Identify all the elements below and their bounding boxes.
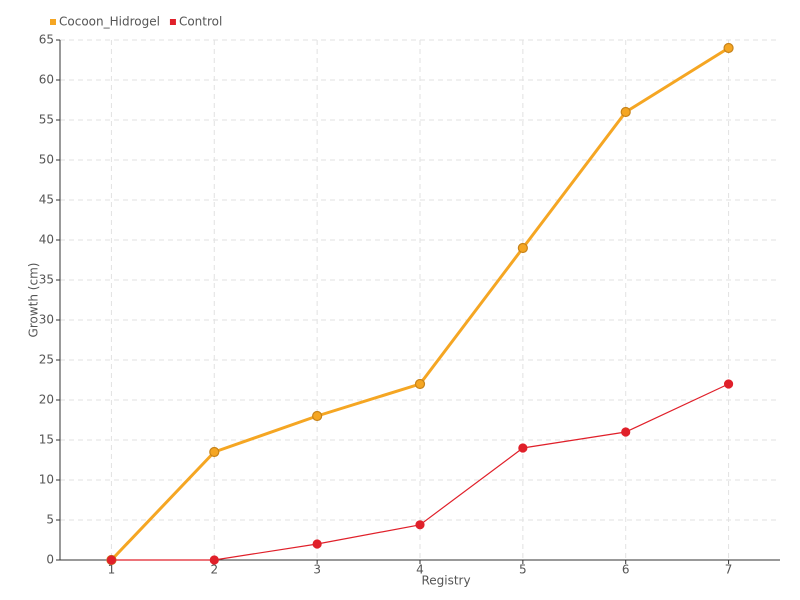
point — [723, 42, 734, 54]
x-tick-label: 7 — [725, 563, 733, 577]
point — [106, 555, 117, 565]
y-tick-label: 5 — [46, 513, 54, 527]
x-tick-label: 5 — [519, 563, 527, 577]
y-tick-label: 10 — [39, 473, 54, 487]
y-tick-label: 65 — [39, 33, 54, 47]
y-tick-label: 60 — [39, 73, 54, 87]
y-tick-label: 20 — [39, 393, 54, 407]
point — [209, 446, 220, 458]
y-tick-label: 15 — [39, 433, 54, 447]
point — [414, 378, 426, 390]
legend-swatch — [169, 19, 176, 25]
x-tick-label: 6 — [622, 563, 630, 577]
legend-label: Cocoon_Hidrogel — [59, 15, 160, 29]
point — [209, 555, 219, 565]
point — [415, 520, 425, 530]
x-tick-label: 1 — [108, 563, 116, 577]
x-tick-label: 2 — [210, 563, 218, 577]
x-tick-label: 4 — [416, 563, 424, 577]
y-tick-label: 50 — [39, 153, 54, 167]
y-axis-label: Growth (cm) — [27, 263, 41, 338]
legend-label: Control — [179, 15, 222, 29]
point — [621, 427, 631, 437]
point — [620, 106, 631, 118]
x-axis-label: Registry — [421, 574, 470, 588]
x-tick-label: 3 — [313, 563, 321, 577]
point — [518, 443, 528, 453]
y-tick-label: 25 — [39, 353, 54, 367]
y-tick-label: 55 — [39, 113, 54, 127]
y-tick-label: 40 — [39, 233, 54, 247]
point — [312, 539, 322, 549]
point — [517, 242, 528, 254]
y-tick-label: 30 — [39, 313, 54, 327]
y-tick-label: 35 — [39, 273, 54, 287]
y-tick-label: 0 — [46, 553, 54, 567]
point — [723, 379, 734, 389]
legend-swatch — [50, 19, 56, 25]
y-tick-label: 45 — [39, 193, 54, 207]
point — [312, 410, 323, 422]
